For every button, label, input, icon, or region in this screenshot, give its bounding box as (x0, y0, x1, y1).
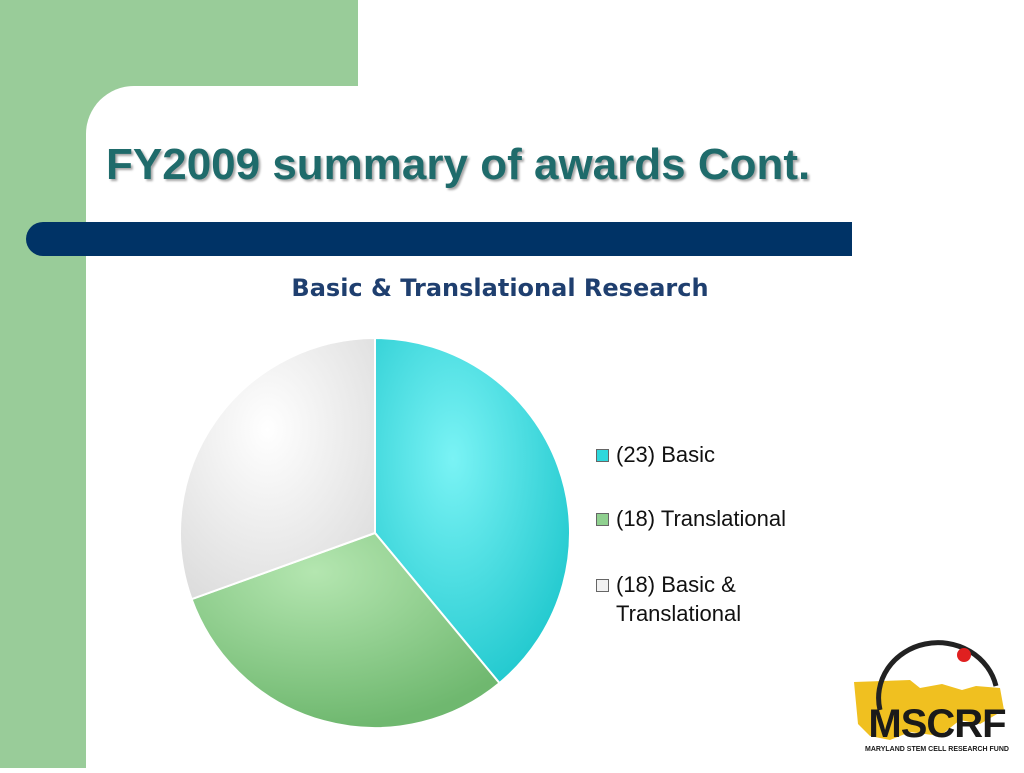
legend-swatch-translational (596, 513, 609, 526)
legend-label-translational: (18) Translational (616, 506, 786, 531)
pie-slice-basic (374, 336, 571, 685)
logo-dot (957, 648, 971, 662)
legend-swatch-basic-translational (596, 579, 609, 592)
title-underline-bar (26, 222, 852, 256)
logo-subtitle: MARYLAND STEM CELL RESEARCH FUND (865, 746, 1009, 753)
logo-map-shape (854, 680, 1004, 740)
logo-graphic (854, 640, 1004, 740)
legend-label-basic: (23) Basic (616, 442, 716, 467)
logo-ring (876, 640, 999, 711)
legend-swatch-basic (596, 449, 609, 462)
pie-slice-translational (190, 531, 501, 729)
logo-name: MSCRF (868, 702, 1006, 746)
chart-title: Basic & Translational Research (291, 274, 709, 302)
mscrf-logo: MSCRF MARYLAND STEM CELL RESEARCH FUND (850, 640, 1024, 768)
pie-chart (179, 336, 571, 729)
slide-title: FY2009 summary of awards Cont. (106, 140, 811, 189)
pie-slice-basic-translational (179, 336, 376, 601)
legend-label-basic-translational: (18) Basic & Translational (616, 572, 742, 626)
